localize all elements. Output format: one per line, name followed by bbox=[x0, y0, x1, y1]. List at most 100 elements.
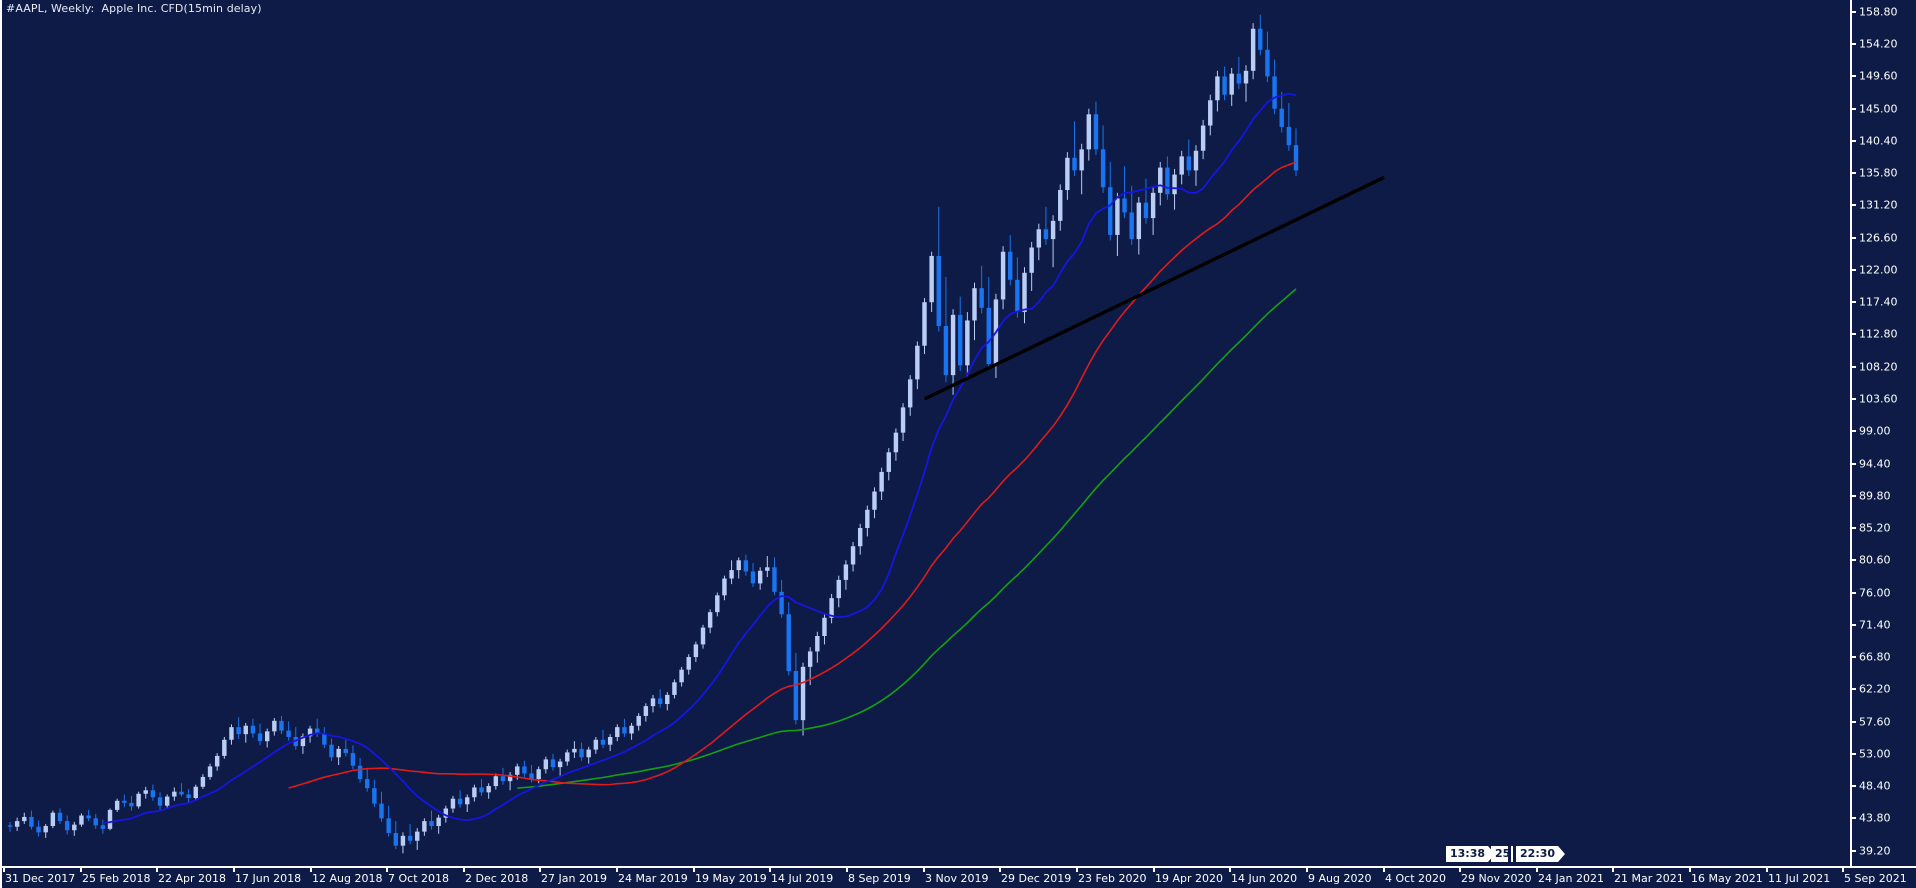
candle-body bbox=[572, 748, 577, 753]
price-axis-label: 80.60 bbox=[1859, 553, 1891, 567]
time-axis-label: 19 Apr 2020 bbox=[1155, 872, 1224, 885]
time-axis-label: 27 Jan 2019 bbox=[541, 872, 607, 885]
candle-body bbox=[422, 821, 427, 832]
time-axis-label: 8 Sep 2019 bbox=[848, 872, 911, 885]
candle-body bbox=[1015, 279, 1020, 313]
price-tick bbox=[1850, 494, 1856, 497]
price-tick bbox=[1850, 559, 1856, 562]
candle-body bbox=[329, 744, 334, 758]
time-badge-middle[interactable]: 25 bbox=[1491, 846, 1509, 862]
candle-body bbox=[700, 627, 706, 645]
candle-body bbox=[1250, 28, 1256, 71]
candle-body bbox=[257, 733, 263, 742]
chart-plot-area[interactable] bbox=[4, 0, 1850, 866]
candle-body bbox=[443, 808, 449, 818]
candle-body bbox=[922, 302, 927, 346]
candle-body bbox=[193, 786, 198, 798]
candle-body bbox=[1172, 174, 1177, 195]
candle-body bbox=[279, 720, 284, 731]
price-tick bbox=[1850, 430, 1856, 433]
price-axis-label: 71.40 bbox=[1859, 618, 1891, 632]
candle-body bbox=[857, 528, 863, 547]
candle-body bbox=[636, 715, 641, 726]
candle-body bbox=[143, 790, 148, 794]
candle-body bbox=[7, 825, 13, 827]
candle-body bbox=[836, 579, 841, 599]
price-tick bbox=[1850, 365, 1856, 368]
time-tick bbox=[463, 866, 465, 872]
price-axis-label: 126.60 bbox=[1859, 231, 1898, 245]
time-axis-label: 5 Sep 2021 bbox=[1844, 872, 1907, 885]
candle-body bbox=[693, 644, 699, 658]
candle-body bbox=[800, 666, 806, 721]
candle-body bbox=[1229, 73, 1234, 95]
time-badge-left[interactable]: 13:38 bbox=[1446, 846, 1496, 862]
candle-body bbox=[822, 617, 827, 637]
candle-body bbox=[1129, 212, 1134, 240]
candle-body bbox=[965, 320, 970, 366]
candle-body bbox=[300, 736, 306, 747]
price-tick bbox=[1850, 591, 1856, 594]
candle-body bbox=[529, 773, 534, 780]
candle-body bbox=[365, 779, 370, 789]
candle-body bbox=[843, 564, 849, 580]
candle-body bbox=[136, 793, 141, 807]
time-tick bbox=[693, 866, 695, 872]
candle-body bbox=[722, 578, 727, 596]
price-axis-line bbox=[1850, 0, 1852, 866]
candle-body bbox=[415, 831, 420, 841]
moving-average-medium-line bbox=[288, 161, 1297, 789]
price-tick bbox=[1850, 817, 1856, 820]
candle-body bbox=[1186, 156, 1192, 171]
candle-body bbox=[943, 326, 949, 376]
price-axis[interactable]: 158.80 154.20 149.60 145.00 140.40 135.80 131.… bbox=[1850, 0, 1916, 866]
candle-body bbox=[772, 567, 777, 592]
candle-body bbox=[1122, 198, 1127, 213]
chart-canvas bbox=[7, 14, 1385, 854]
price-tick bbox=[1850, 785, 1856, 788]
candle-body bbox=[1008, 251, 1013, 280]
price-axis-label: 117.40 bbox=[1859, 295, 1898, 309]
candle-body bbox=[543, 759, 549, 770]
candle-body bbox=[393, 833, 399, 846]
candle-body bbox=[1000, 251, 1006, 300]
time-tick bbox=[1612, 866, 1614, 872]
time-tick bbox=[1536, 866, 1538, 872]
candle-body bbox=[357, 765, 363, 780]
time-tick bbox=[1153, 866, 1155, 872]
price-axis-label: 48.40 bbox=[1859, 779, 1891, 793]
price-axis-label: 108.20 bbox=[1859, 360, 1898, 374]
time-axis-label: 25 Feb 2018 bbox=[82, 872, 151, 885]
moving-average-fast-line bbox=[102, 92, 1297, 825]
price-axis-label: 94.40 bbox=[1859, 457, 1891, 470]
time-axis[interactable]: 31 Dec 2017 25 Feb 2018 22 Apr 2018 17 Jun … bbox=[2, 866, 1916, 888]
candle-body bbox=[472, 787, 477, 798]
candle-body bbox=[429, 821, 434, 827]
trendline[interactable] bbox=[923, 175, 1385, 401]
candle-body bbox=[43, 826, 48, 833]
price-tick bbox=[1850, 527, 1856, 529]
candle-body bbox=[293, 736, 298, 747]
time-axis-label: 16 May 2021 bbox=[1691, 872, 1763, 885]
candle-body bbox=[1208, 100, 1213, 126]
candle-body bbox=[629, 725, 634, 734]
candle-body bbox=[1200, 125, 1206, 151]
candle-body bbox=[1136, 202, 1142, 240]
price-tick bbox=[1850, 301, 1856, 304]
candle-body bbox=[650, 698, 656, 707]
price-tick bbox=[1850, 752, 1856, 755]
time-tick bbox=[769, 866, 771, 872]
candle-body bbox=[779, 591, 784, 615]
price-tick bbox=[1850, 462, 1856, 465]
price-tick bbox=[1850, 656, 1856, 659]
price-axis-label: 53.00 bbox=[1859, 747, 1891, 761]
time-badge-right[interactable]: 22:30 bbox=[1516, 846, 1566, 862]
time-axis-label: 19 May 2019 bbox=[695, 872, 767, 885]
candle-body bbox=[172, 791, 177, 797]
candle-body bbox=[672, 682, 677, 695]
candle-body bbox=[14, 821, 20, 827]
time-badge-group[interactable]: 13:38 25 22:30 bbox=[1446, 845, 1566, 863]
time-tick bbox=[616, 866, 618, 872]
candle-body bbox=[707, 612, 713, 628]
price-axis-label: 122.00 bbox=[1859, 263, 1898, 277]
